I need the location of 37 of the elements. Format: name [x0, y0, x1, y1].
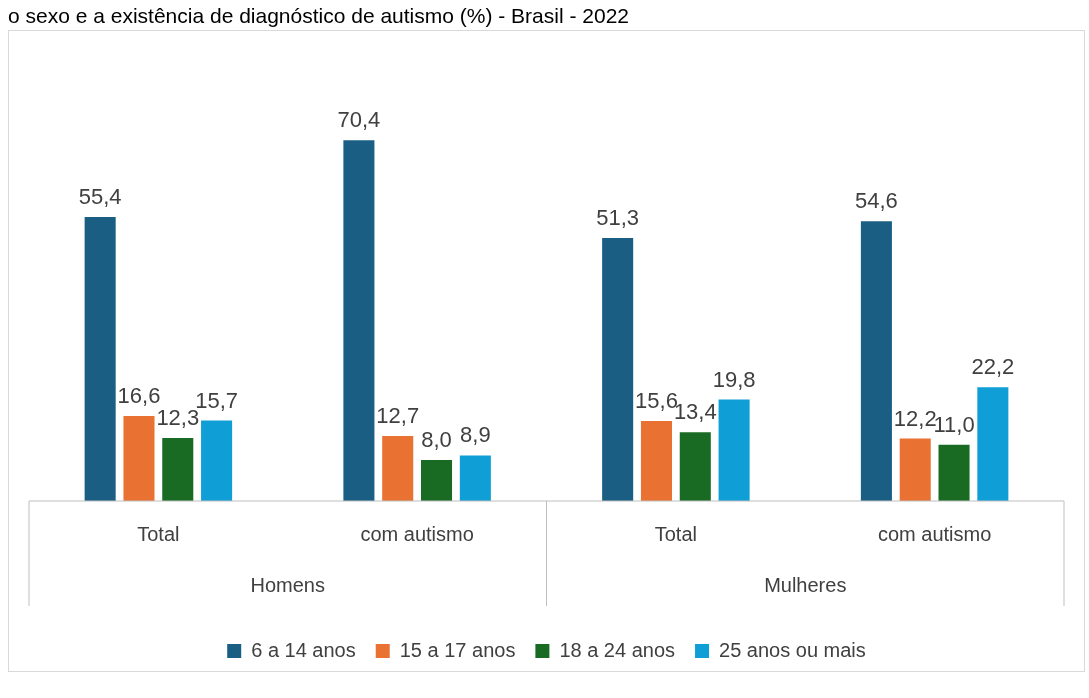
data-label: 8,9 — [460, 422, 491, 448]
data-label: 19,8 — [712, 366, 756, 392]
bar — [459, 455, 491, 501]
data-label: 55,4 — [78, 184, 122, 210]
bar — [938, 444, 970, 501]
data-label: 12,7 — [376, 402, 420, 428]
bar — [123, 415, 155, 501]
bar — [718, 399, 750, 501]
data-label: 22,2 — [971, 354, 1015, 380]
data-label: 54,6 — [854, 188, 898, 214]
bar — [899, 438, 931, 501]
legend-label: 25 anos ou mais — [719, 638, 866, 661]
data-label: 16,6 — [117, 382, 161, 408]
bar — [201, 420, 233, 501]
bar — [382, 435, 414, 501]
bar — [602, 238, 634, 501]
data-label: 70,4 — [337, 107, 381, 133]
bar — [640, 421, 672, 501]
x-tick-label: Total — [137, 522, 180, 545]
text: Mulheres — [764, 573, 847, 596]
x-tick-label: com autismo — [360, 522, 474, 545]
data-label: 8,0 — [421, 427, 452, 453]
text: Homens — [250, 573, 325, 596]
bar — [421, 460, 453, 501]
data-label: 51,3 — [596, 205, 640, 231]
x-tick-label: com autismo — [877, 522, 992, 545]
bar — [84, 217, 116, 501]
chart-title: o sexo e a existência de diagnóstico de autismo (%) - Brasil - 2022 — [8, 4, 630, 28]
bar — [679, 432, 711, 501]
legend-label: 6 a 14 anos — [251, 638, 356, 661]
legend-label: 15 a 17 anos — [399, 638, 516, 661]
bar — [343, 140, 375, 501]
bar — [162, 437, 194, 501]
bar — [977, 387, 1009, 501]
bar — [860, 221, 892, 501]
legend-label: 18 a 24 anos — [559, 638, 676, 661]
x-tick-label: Total — [654, 522, 697, 545]
